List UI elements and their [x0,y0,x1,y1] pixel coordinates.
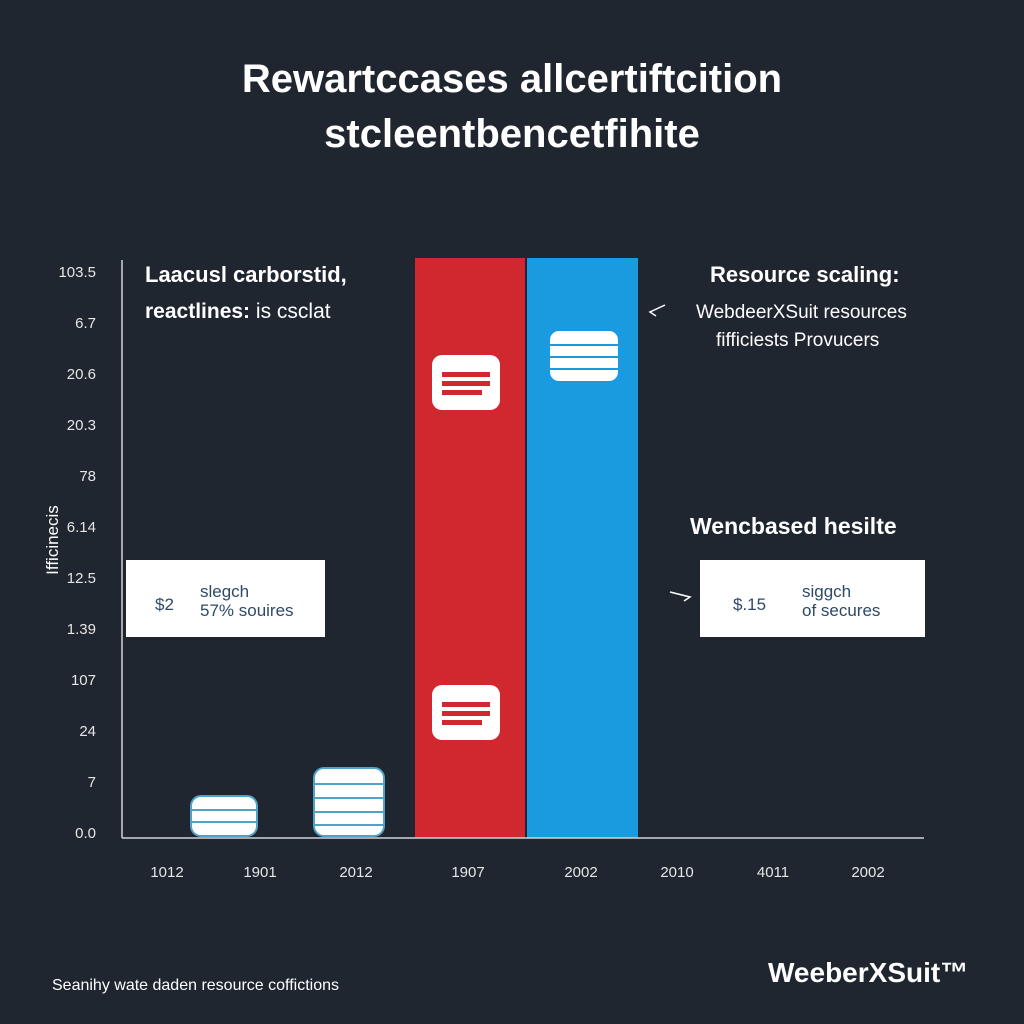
annotation: fifficiests Provucers [716,330,879,351]
y-tick-label: 103.5 [58,264,96,281]
annotation: reactlines: is csclat [145,300,331,323]
annotation: Laacusl carborstid, [145,262,347,287]
arrow [669,591,692,602]
x-tick-label: 1901 [243,864,276,881]
y-tick-label: 107 [71,672,96,689]
y-tick-label: 6.7 [75,315,96,332]
x-tick-label: 2002 [851,864,884,881]
database-icon [190,767,385,837]
annotation: Resource scaling: [710,262,900,287]
x-tick-label: 2002 [564,864,597,881]
y-tick-label: 20.6 [67,366,96,383]
icon-red [432,355,500,410]
y-tick-label: 7 [88,774,96,791]
y-axis-label: Ifficinecis [43,505,62,575]
annotation: Wencbased hesilte [690,513,897,539]
x-tick-label: 1907 [451,864,484,881]
y-tick-label: 1.39 [67,621,96,638]
annotation-rest: is csclat [256,300,331,323]
box-big: $.15 [733,595,766,614]
title-line: stcleentbencetfihite [324,112,700,156]
box-bottom: of secures [802,601,880,620]
x-tick-label: 1012 [150,864,183,881]
logo: WeeberXSuit™ [768,957,968,988]
y-tick-label: 24 [79,723,96,740]
footer-note: Seanihy wate daden resource coffictions [52,977,339,994]
y-tick-label: 6.14 [67,519,96,536]
icon-red [432,685,500,740]
box-top: slegch [200,582,249,601]
y-tick-label: 78 [79,468,96,485]
y-tick-label: 12.5 [67,570,96,587]
y-tick-label: 0.0 [75,825,96,842]
red-bar [415,258,525,838]
x-tick-label: 4011 [757,864,789,881]
annotation: WebdeerXSuit resources [696,302,907,323]
right-box [700,560,925,637]
x-tick-label: 2012 [339,864,372,881]
box-big: $2 [155,595,174,614]
left-box [126,560,325,637]
x-tick-label: 2010 [660,864,693,881]
title-line: Rewartccases allcertiftcition [242,57,782,101]
arrow [648,304,666,317]
box-top: siggch [802,582,851,601]
database-icon [548,329,620,383]
box-bottom: 57% souires [200,601,294,620]
y-tick-label: 20.3 [67,417,96,434]
annotation-bold: reactlines: [145,300,250,323]
